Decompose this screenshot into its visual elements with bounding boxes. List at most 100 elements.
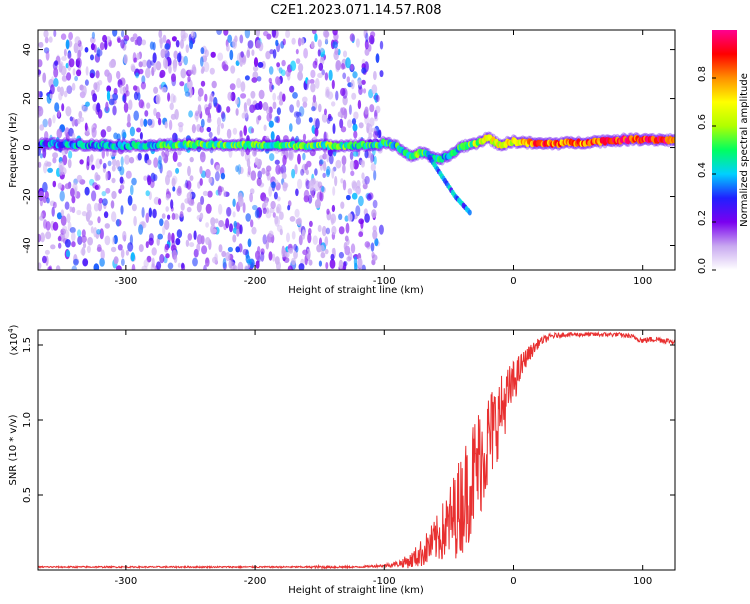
noise-blob — [139, 118, 144, 127]
noise-blob — [42, 72, 47, 83]
noise-blob — [144, 110, 149, 117]
noise-blob — [345, 57, 351, 69]
noise-blob — [100, 249, 105, 261]
noise-blob — [206, 117, 212, 124]
noise-blob — [42, 181, 48, 193]
noise-blob — [351, 118, 357, 125]
spectrogram-y-tick-label: -40 — [22, 237, 33, 253]
noise-blob — [131, 65, 136, 72]
noise-blob — [60, 209, 65, 217]
noise-blob — [81, 235, 87, 244]
noise-blob — [84, 79, 89, 86]
noise-blob — [257, 61, 264, 68]
noise-blob — [335, 90, 339, 101]
noise-blob — [183, 32, 189, 39]
noise-blob — [239, 34, 244, 44]
noise-blob — [43, 162, 48, 174]
noise-blob — [370, 242, 375, 252]
noise-blob — [226, 206, 232, 217]
noise-blob — [282, 154, 287, 166]
snr-y-tick-label: 1.0 — [22, 412, 33, 428]
noise-blob — [64, 183, 71, 190]
noise-blob — [175, 40, 180, 48]
noise-blob — [60, 86, 64, 97]
noise-blob — [302, 133, 307, 141]
noise-blob — [347, 188, 353, 195]
noise-blob — [281, 59, 286, 67]
noise-blob — [265, 148, 270, 154]
ridge-core — [38, 134, 675, 216]
noise-blob — [117, 166, 122, 172]
noise-blob — [297, 178, 303, 190]
noise-blob — [136, 127, 142, 133]
noise-blob — [262, 234, 267, 245]
noise-blob — [308, 180, 315, 191]
noise-blob — [317, 72, 323, 78]
noise-blob — [271, 84, 275, 90]
noise-blob — [58, 242, 62, 249]
noise-blob — [285, 69, 291, 77]
noise-blob — [353, 256, 358, 268]
noise-blob — [282, 181, 286, 188]
noise-blob — [48, 117, 52, 128]
noise-blob — [229, 49, 234, 61]
noise-blob — [39, 198, 44, 207]
noise-blob — [208, 176, 213, 184]
noise-blob — [254, 209, 260, 219]
noise-blob — [138, 99, 144, 109]
noise-blob — [38, 262, 42, 270]
noise-blob — [310, 69, 316, 79]
noise-blob — [139, 132, 143, 140]
noise-blob — [246, 171, 251, 178]
noise-blob — [84, 122, 88, 131]
noise-blob — [288, 247, 294, 254]
noise-blob — [321, 113, 328, 123]
noise-blob — [159, 254, 165, 264]
noise-blob — [271, 30, 277, 38]
noise-blob — [377, 147, 383, 154]
noise-blob — [317, 39, 322, 48]
noise-blob — [255, 260, 260, 269]
noise-blob — [243, 107, 249, 119]
noise-blob — [138, 244, 144, 253]
noise-blob — [97, 79, 103, 86]
noise-blob — [308, 228, 312, 235]
noise-blob — [312, 94, 317, 103]
noise-blob — [234, 35, 238, 43]
noise-blob — [116, 265, 122, 270]
snr-x-tick-label: -300 — [115, 576, 138, 587]
noise-blob — [96, 184, 101, 191]
noise-blob — [361, 79, 366, 85]
noise-blob — [68, 150, 73, 159]
noise-blob — [126, 121, 131, 128]
noise-blob — [349, 151, 354, 161]
noise-blob — [324, 248, 329, 255]
noise-blob — [194, 110, 199, 117]
noise-blob — [147, 175, 152, 186]
noise-blob — [55, 265, 61, 270]
noise-blob — [106, 85, 112, 93]
colorbar-tick-label: 0.2 — [697, 210, 708, 226]
noise-blob — [71, 241, 76, 248]
noise-blob — [272, 49, 277, 59]
noise-blob — [232, 234, 237, 243]
noise-blob — [340, 63, 345, 70]
noise-blob — [287, 265, 293, 270]
noise-blob — [141, 59, 148, 68]
noise-blob — [282, 38, 286, 46]
noise-blob — [352, 71, 358, 79]
figure-title: C2E1.2023.071.14.57.R08 — [270, 3, 441, 18]
noise-blob — [164, 219, 170, 230]
noise-blob — [187, 76, 191, 82]
noise-blob — [251, 77, 258, 83]
noise-blob — [312, 136, 318, 144]
noise-blob — [146, 255, 152, 263]
noise-blob — [373, 70, 377, 81]
noise-blob — [222, 257, 227, 269]
colorbar-tick-label: 0.6 — [697, 114, 708, 130]
noise-blob — [82, 242, 87, 249]
noise-blob — [134, 39, 138, 46]
noise-blob — [288, 149, 294, 161]
noise-blob — [74, 75, 78, 82]
noise-blob — [247, 40, 254, 49]
